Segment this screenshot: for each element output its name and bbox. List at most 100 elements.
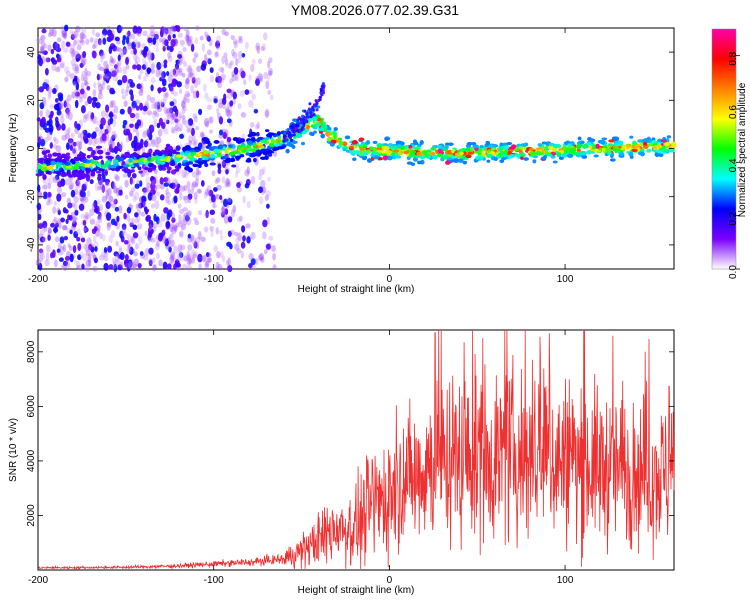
heatmap-cell — [186, 76, 190, 85]
snr-y-tick-label: 8000 — [26, 340, 37, 363]
heatmap-cell — [118, 185, 123, 191]
heatmap-cell — [137, 215, 141, 223]
heatmap-cell — [42, 194, 48, 200]
heatmap-cell — [190, 235, 196, 245]
heatmap-cell — [216, 251, 221, 259]
heatmap-cell — [213, 187, 218, 192]
heatmap-cell — [84, 181, 88, 187]
heatmap-cell — [187, 244, 193, 251]
heatmap-cell — [100, 251, 107, 258]
heatmap-cell — [62, 225, 68, 231]
heatmap-cell — [182, 263, 188, 270]
heatmap-cell — [411, 162, 415, 166]
heatmap-cell — [225, 169, 229, 175]
heatmap-cell — [221, 211, 225, 218]
heatmap-cell — [84, 100, 89, 107]
heatmap-cell — [220, 160, 226, 166]
heatmap-cell — [43, 79, 50, 85]
heatmap-cell — [504, 145, 510, 150]
heatmap-cell — [344, 135, 351, 140]
heatmap-cell — [109, 32, 115, 41]
heatmap-cell — [72, 245, 77, 254]
heatmap-cell — [126, 207, 132, 214]
heatmap-cell — [444, 145, 449, 150]
heatmap-cell — [192, 90, 197, 99]
heatmap-cell — [108, 235, 113, 244]
heatmap-cell — [384, 146, 390, 151]
heatmap-cell — [178, 67, 183, 73]
heatmap-cell — [64, 161, 71, 166]
heatmap-cell — [84, 227, 89, 233]
heatmap-cell — [169, 45, 174, 53]
heatmap-cell — [203, 117, 209, 127]
heatmap-cell — [313, 130, 317, 134]
heatmap-cell — [105, 212, 112, 221]
heatmap-cell — [185, 252, 191, 261]
heatmap-cell — [72, 147, 78, 156]
heatmap-cell — [47, 191, 52, 198]
heatmap-cell — [224, 181, 228, 188]
heatmap-cell — [274, 143, 279, 147]
heatmap-cell — [113, 64, 118, 69]
heatmap-cell — [57, 158, 63, 163]
heatmap-cell — [171, 112, 177, 120]
heatmap-cell — [235, 58, 239, 66]
heatmap-cell — [480, 155, 484, 160]
heatmap-cell — [152, 110, 158, 115]
heatmap-cell — [98, 89, 103, 95]
heatmap-cell — [155, 252, 160, 260]
heatmap-cell — [74, 91, 81, 99]
heatmap-cell — [163, 117, 168, 124]
heatmap-cell — [314, 99, 318, 103]
heatmap-cell — [187, 118, 194, 126]
heatmap-cell — [158, 259, 163, 267]
heatmap-cell — [566, 153, 574, 158]
heatmap-cell — [82, 227, 88, 232]
heatmap-cell — [43, 174, 47, 180]
heatmap-cell — [110, 230, 116, 238]
heatmap-cell — [237, 103, 242, 110]
heatmap-cell — [123, 212, 127, 220]
heatmap-cell — [100, 83, 105, 91]
heatmap-cell — [155, 141, 160, 149]
heatmap-cell — [118, 26, 124, 32]
heatmap-cell — [126, 233, 131, 240]
heatmap-cell — [121, 223, 127, 230]
heatmap-cell — [69, 73, 76, 80]
heatmap-cell — [462, 160, 467, 165]
heatmap-cell — [254, 124, 260, 130]
heatmap-cell — [95, 32, 101, 38]
heatmap-cell — [75, 53, 81, 62]
heatmap-cell — [178, 123, 183, 132]
heatmap-cell — [252, 157, 257, 163]
heatmap-cell — [246, 201, 251, 209]
heatmap-cell — [54, 66, 61, 73]
heatmap-cell — [137, 166, 142, 171]
heatmap-cell — [105, 160, 112, 165]
heatmap-cell — [184, 166, 191, 171]
heatmap-cell — [156, 160, 162, 164]
heatmap-cell — [150, 124, 155, 133]
heatmap-cell — [567, 143, 572, 148]
heatmap-cell — [172, 105, 178, 113]
heatmap-cell — [187, 197, 192, 204]
heatmap-cell — [47, 228, 53, 234]
heatmap-cell — [523, 157, 529, 161]
heatmap-cell — [121, 231, 127, 237]
heatmap-cell — [241, 225, 246, 233]
heatmap-cell — [162, 92, 168, 102]
heatmap-cell — [648, 142, 653, 147]
heatmap-cell — [142, 200, 147, 207]
heatmap-cell — [102, 37, 107, 45]
heatmap-cell — [377, 143, 382, 149]
heatmap-cell — [246, 166, 250, 175]
heatmap-cell — [213, 140, 220, 144]
heatmap-cell — [65, 133, 71, 140]
heatmap-cell — [235, 167, 241, 174]
heatmap-cell — [71, 217, 77, 223]
heatmap-cell — [171, 252, 176, 260]
heatmap-cell — [113, 173, 119, 180]
heatmap-cell — [181, 118, 186, 124]
heatmap-cell — [170, 113, 175, 118]
